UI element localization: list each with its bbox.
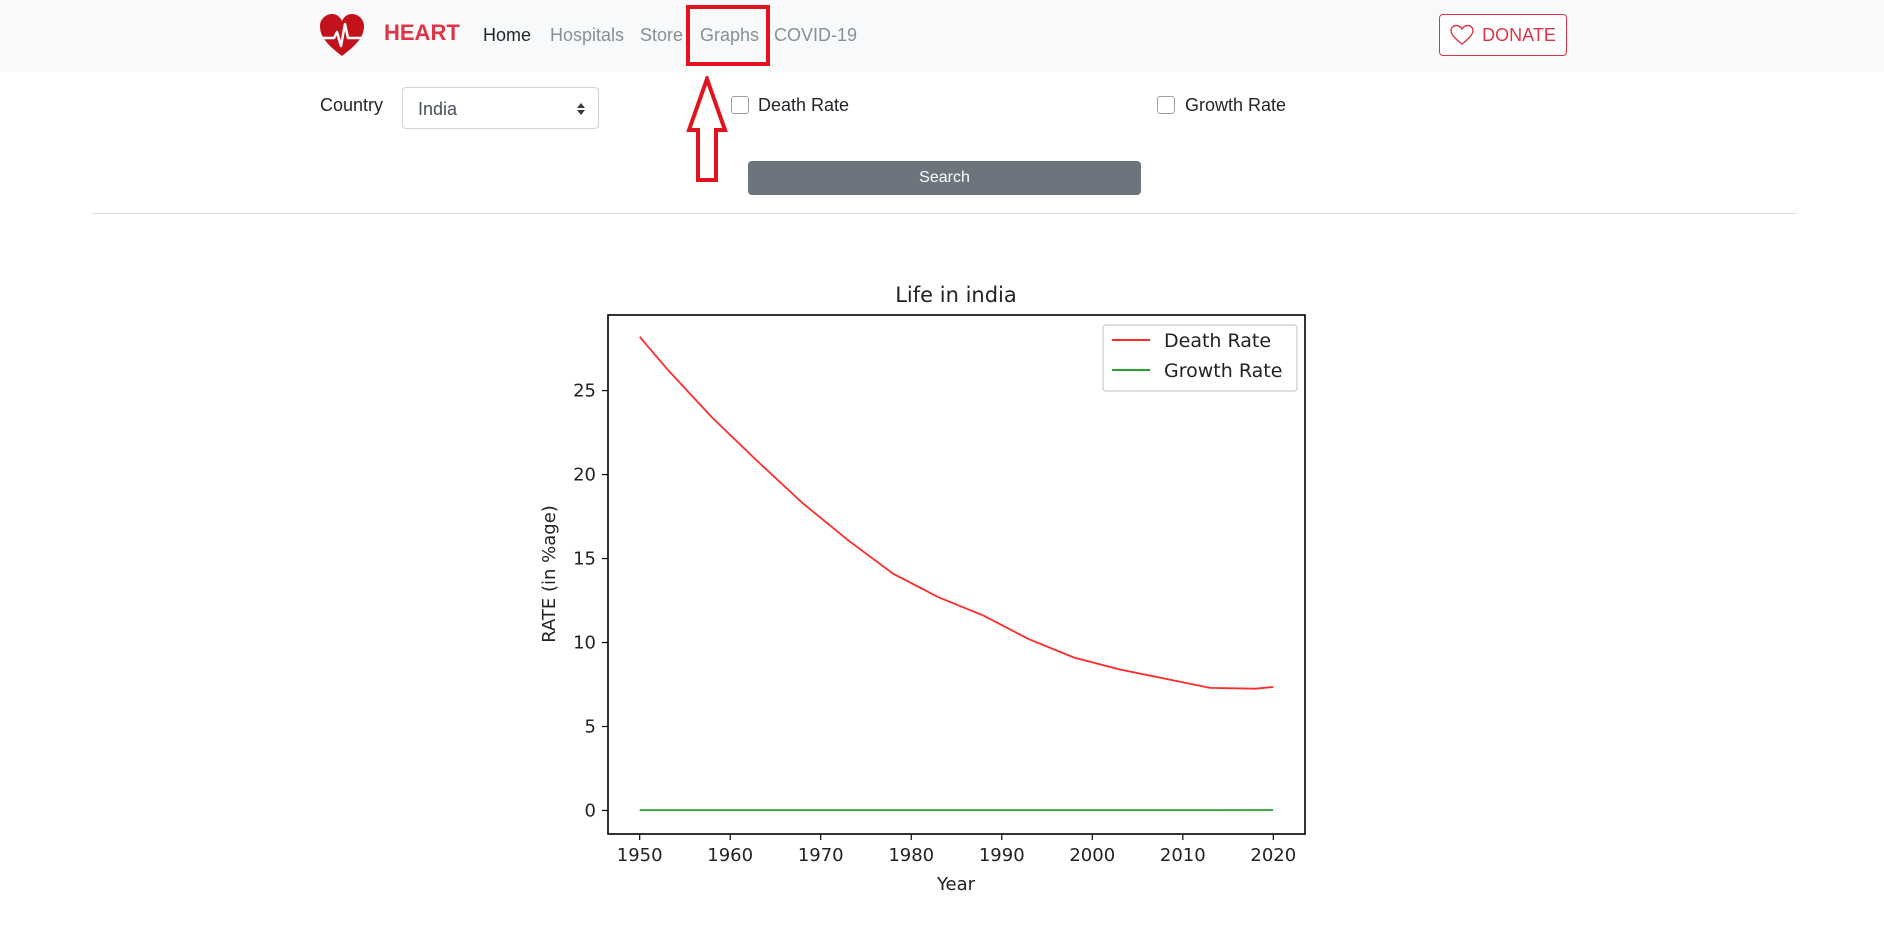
- heart-logo-icon[interactable]: [318, 12, 366, 60]
- heart-outline-icon: [1450, 24, 1474, 45]
- y-tick-label: 20: [573, 465, 596, 486]
- y-tick-label: 10: [573, 633, 596, 654]
- legend-label-growth-rate: Growth Rate: [1164, 360, 1282, 382]
- x-tick-label: 2000: [1069, 845, 1115, 866]
- x-tick-label: 2010: [1160, 845, 1206, 866]
- growth-rate-checkbox[interactable]: [1157, 96, 1175, 114]
- x-tick-label: 1970: [798, 845, 844, 866]
- plot-area: [607, 314, 1306, 835]
- x-tick-label: 1950: [617, 845, 663, 866]
- series-line-death-rate: [639, 336, 1274, 690]
- y-tick-label: 0: [585, 800, 596, 821]
- y-tick-label: 5: [585, 717, 596, 738]
- legend: Death Rate Growth Rate: [1102, 324, 1298, 392]
- life-chart: Life in india 1950 1960 1970 1980 1990 2000 20…: [539, 283, 1306, 895]
- search-button[interactable]: Search: [748, 161, 1141, 195]
- country-select[interactable]: India: [402, 87, 599, 129]
- growth-rate-label[interactable]: Growth Rate: [1185, 95, 1287, 115]
- x-tick-label: 1980: [888, 845, 934, 866]
- x-tick-label: 2020: [1250, 845, 1296, 866]
- axis-ticks: 1950 1960 1970 1980 1990 2000 2010 2020 0 5 10 15 20…: [573, 381, 1296, 866]
- nav-link-covid-19[interactable]: COVID-19: [774, 25, 858, 45]
- y-axis-label: RATE (in %age): [539, 505, 560, 643]
- series-lines: [639, 336, 1274, 811]
- y-tick-label: 25: [573, 381, 596, 402]
- x-tick-label: 1960: [707, 845, 753, 866]
- country-label: Country: [320, 95, 384, 115]
- death-rate-checkbox[interactable]: [731, 96, 749, 114]
- death-rate-label[interactable]: Death Rate: [758, 95, 850, 115]
- divider: [92, 213, 1797, 214]
- brand-name[interactable]: HEART: [384, 20, 460, 45]
- y-tick-label: 15: [573, 549, 596, 570]
- donate-label: DONATE: [1482, 24, 1556, 45]
- chart-title: Life in india: [895, 283, 1017, 307]
- up-arrow-icon: [686, 76, 728, 182]
- x-axis-label: Year: [936, 874, 976, 895]
- legend-label-death-rate: Death Rate: [1164, 330, 1271, 352]
- x-tick-label: 1990: [979, 845, 1025, 866]
- nav-link-hospitals[interactable]: Hospitals: [550, 25, 625, 45]
- nav-link-graphs[interactable]: Graphs: [700, 25, 760, 45]
- donate-button[interactable]: DONATE: [1439, 14, 1567, 56]
- nav-link-store[interactable]: Store: [640, 25, 684, 45]
- select-caret-icon: [577, 103, 585, 115]
- country-select-value: India: [418, 99, 458, 119]
- nav-link-home[interactable]: Home: [483, 25, 532, 45]
- navbar: HEART Home Hospitals Store Graphs COVID-…: [0, 0, 1884, 72]
